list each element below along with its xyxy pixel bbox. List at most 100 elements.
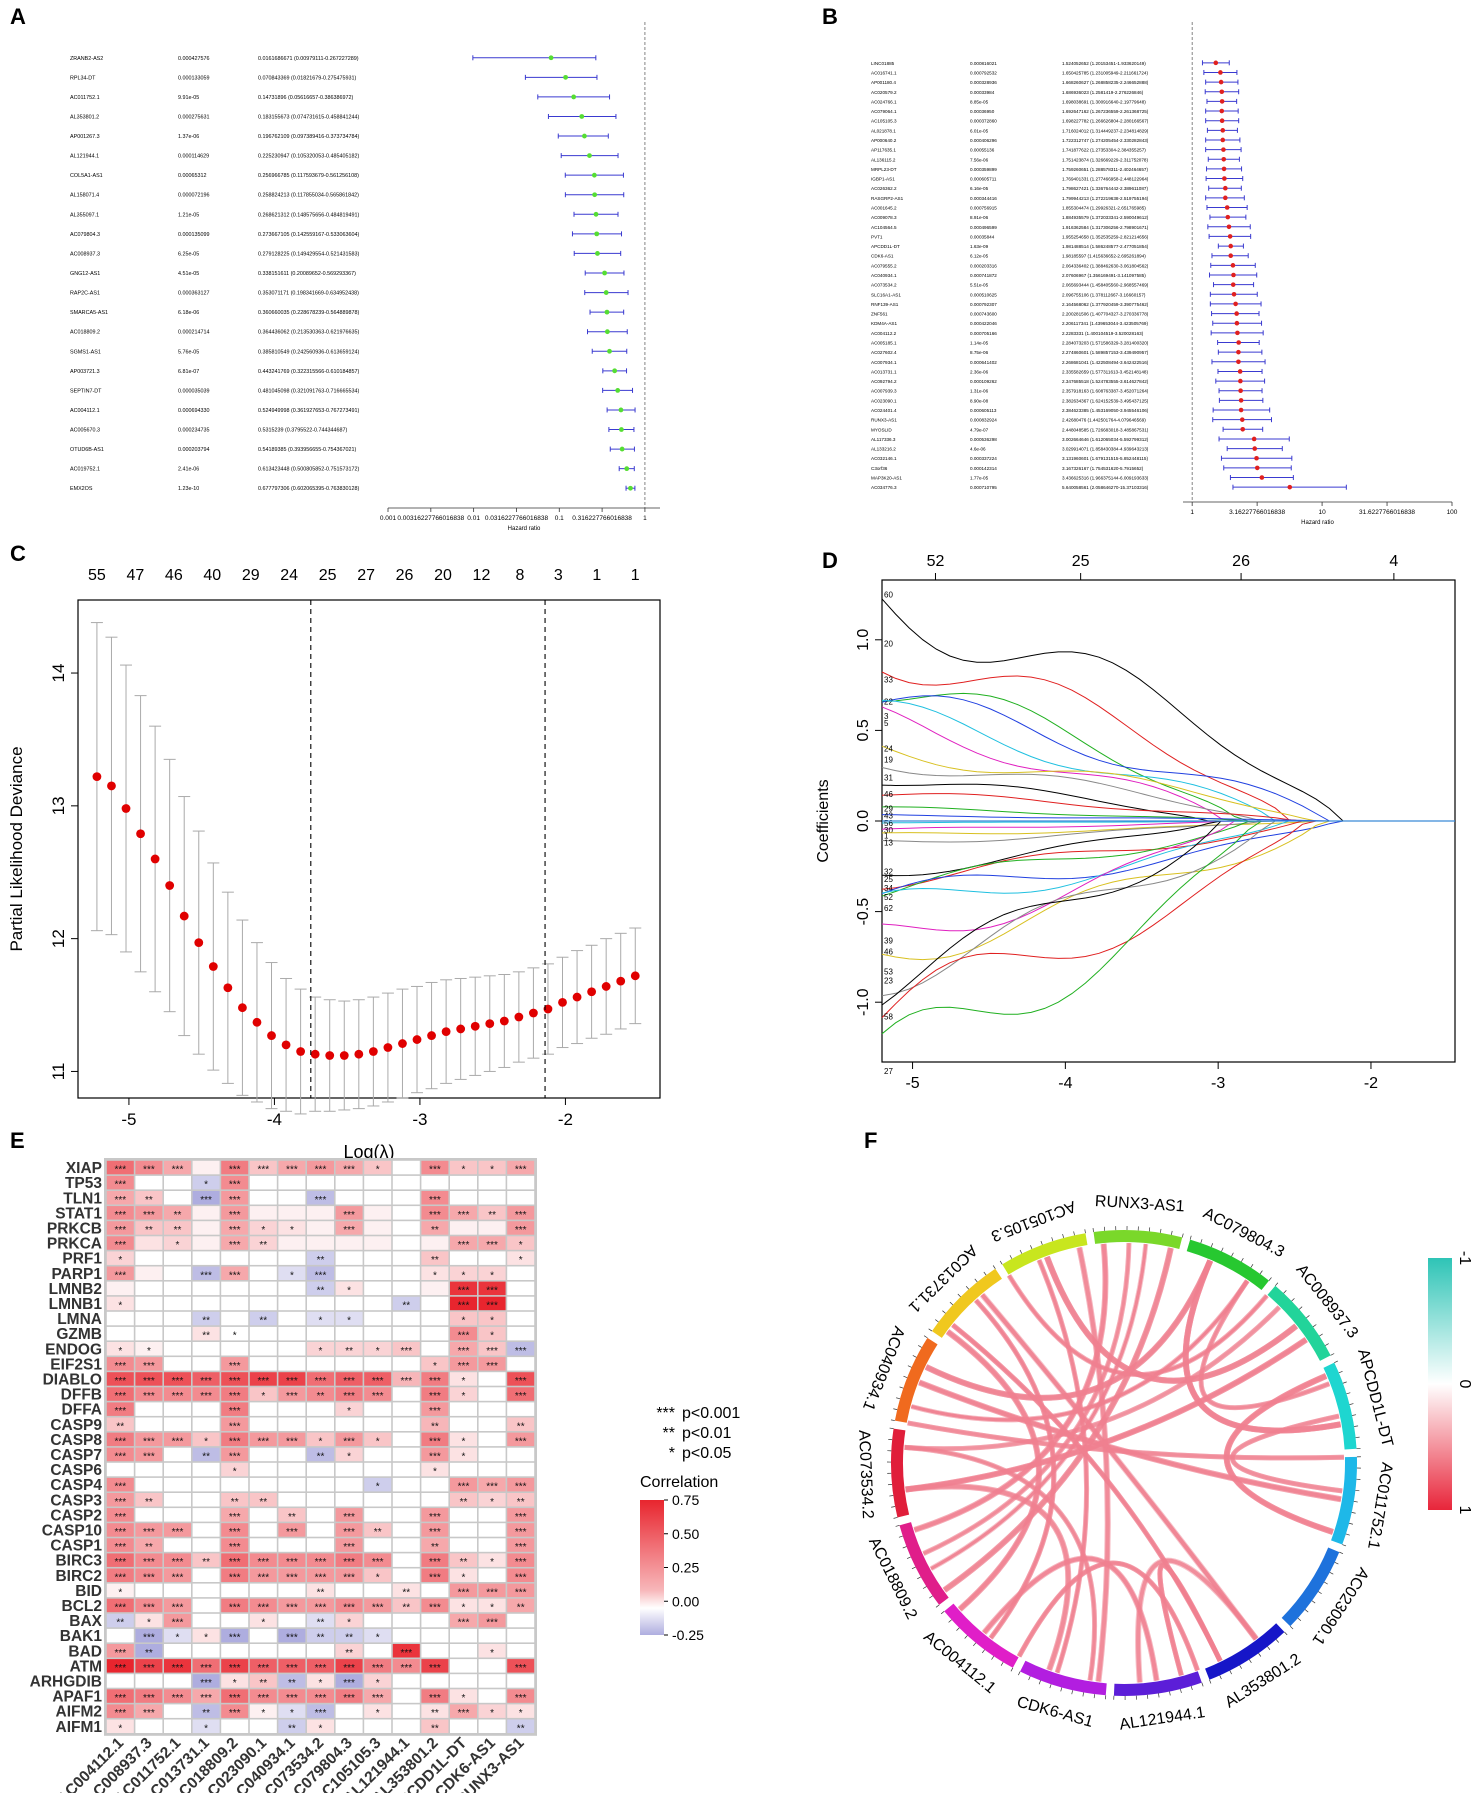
- heatmap-cell: [164, 1447, 191, 1462]
- forest-gene-label: AC027602.4: [871, 350, 897, 355]
- heatmap-cell: [392, 1462, 420, 1477]
- significance-stars: ***: [229, 1376, 241, 1387]
- significance-stars: ***: [257, 1663, 269, 1674]
- heatmap-cell: [507, 1493, 535, 1507]
- sector-tick: [1171, 1230, 1173, 1235]
- significance-stars: **: [517, 1497, 525, 1508]
- chord-link: [1007, 1274, 1268, 1376]
- significance-stars: ***: [486, 1285, 498, 1296]
- heatmap-cell: [278, 1402, 306, 1416]
- heatmap-cell: [106, 1659, 134, 1673]
- coefficient-path: [881, 820, 1425, 890]
- significance-stars: ***: [486, 1587, 498, 1598]
- sector-tick: [1342, 1544, 1347, 1547]
- sector-tick: [923, 1335, 928, 1339]
- heatmap-cell: [450, 1477, 477, 1492]
- significance-stars: ***: [229, 1557, 241, 1568]
- heatmap-cell: [478, 1493, 506, 1507]
- heatmap-cell: [507, 1387, 535, 1401]
- forest-gene-label: SGMS1-AS1: [70, 349, 101, 355]
- significance-stars: *: [319, 1316, 323, 1327]
- sector-tick: [907, 1365, 912, 1368]
- forest-gene-label: AC004112.2: [871, 331, 897, 336]
- significance-stars: ***: [372, 1663, 384, 1674]
- forest-hr-text: 0.183155673 (0.074731615-0.458841244): [258, 114, 360, 120]
- heatmap-cell: [364, 1674, 392, 1688]
- heatmap-cell: [106, 1613, 134, 1628]
- forest-hr-point: [1238, 407, 1244, 413]
- significance-stars: ***: [315, 1603, 327, 1614]
- heatmap-cell: [307, 1432, 334, 1447]
- significance-stars: ***: [515, 1693, 527, 1704]
- heatmap-cell: [192, 1281, 220, 1296]
- sector-tick: [1093, 1694, 1095, 1699]
- heatmap-cell: [192, 1206, 220, 1220]
- significance-stars: ***: [229, 1270, 241, 1281]
- forest-gene-label: AL121944.1: [70, 154, 99, 160]
- heatmap-cell: [392, 1644, 420, 1658]
- heatmap-cell: [478, 1372, 506, 1386]
- forest-hr-text: 2.384623385 (1.453169050-3.945546106): [1062, 408, 1149, 413]
- heatmap-cell: [249, 1251, 277, 1265]
- heatmap-cell: [106, 1598, 134, 1613]
- significance-stars: ***: [114, 1452, 126, 1463]
- heatmap-cell: [135, 1719, 163, 1733]
- heatmap-cell: [450, 1568, 477, 1582]
- sector-tick: [1219, 1675, 1222, 1680]
- deviance-point: [281, 1040, 291, 1050]
- forest-hr-point: [1213, 60, 1219, 66]
- heatmap-cell: [249, 1553, 277, 1567]
- forest-hr-point: [1225, 214, 1231, 220]
- sector-tick: [891, 1506, 896, 1508]
- heatmap-cell: [249, 1296, 277, 1311]
- heatmap-cell: [135, 1432, 163, 1447]
- heatmap-cell: [450, 1523, 477, 1537]
- significance-stars: ***: [343, 1165, 355, 1176]
- heatmap-cell: [192, 1191, 220, 1205]
- deviance-point: [368, 1047, 378, 1056]
- coefficient-path: [881, 820, 1425, 897]
- heatmap-cell: [421, 1644, 449, 1658]
- heatmap-cell: [392, 1674, 420, 1688]
- significance-stars: ***: [343, 1436, 355, 1447]
- heatmap-cell: [135, 1357, 163, 1371]
- heatmap-cell: [335, 1251, 363, 1265]
- heatmap-cell: [192, 1251, 220, 1265]
- forest-hr-point: [602, 270, 607, 276]
- forest-pvalue: 2.41e-06: [178, 467, 199, 473]
- forest-gene-label: SMARCA5-AS1: [70, 310, 108, 316]
- heatmap-cell: [192, 1462, 220, 1477]
- sector-tick: [1181, 1233, 1184, 1238]
- heatmap-row-label: LMNA: [57, 1311, 102, 1328]
- heatmap-cell: [278, 1432, 306, 1447]
- forest-hr-text: 1.759260651 (1.288578311-2.402464657): [1062, 167, 1148, 172]
- forest-pvalue: 1.77e-05: [970, 476, 989, 481]
- significance-stars: *: [233, 1467, 237, 1478]
- sector-tick: [1071, 1690, 1073, 1695]
- heatmap-cell: [249, 1417, 277, 1431]
- forest-pvalue: 4.6e-06: [970, 447, 986, 452]
- significance-stars: ***: [172, 1391, 184, 1402]
- chord-link: [1044, 1255, 1299, 1384]
- heatmap-cell: [364, 1311, 392, 1326]
- significance-stars: ***: [343, 1512, 355, 1523]
- significance-stars: **: [288, 1723, 296, 1734]
- significance-stars: ***: [429, 1572, 441, 1583]
- heatmap-cell: [278, 1538, 306, 1552]
- x-tick-label: -2: [1364, 1075, 1378, 1092]
- significance-stars: *: [347, 1452, 351, 1463]
- heatmap-cell: [106, 1281, 134, 1296]
- heatmap-cell: [135, 1402, 163, 1416]
- heatmap-cell: [450, 1493, 477, 1507]
- heatmap-cell: [450, 1296, 477, 1311]
- heatmap-cell: [450, 1342, 477, 1356]
- coefficient-path: [881, 820, 1425, 1006]
- heatmap-cell: [249, 1493, 277, 1507]
- heatmap-cell: [307, 1175, 334, 1190]
- path-end-label: 5: [884, 719, 889, 728]
- x-tick-label: -5: [905, 1075, 919, 1092]
- deviance-point: [514, 1012, 524, 1022]
- heatmap-row-label: BAK1: [60, 1628, 103, 1645]
- heatmap-cell: [392, 1191, 420, 1205]
- forest-gene-label: RPL34-DT: [70, 75, 96, 81]
